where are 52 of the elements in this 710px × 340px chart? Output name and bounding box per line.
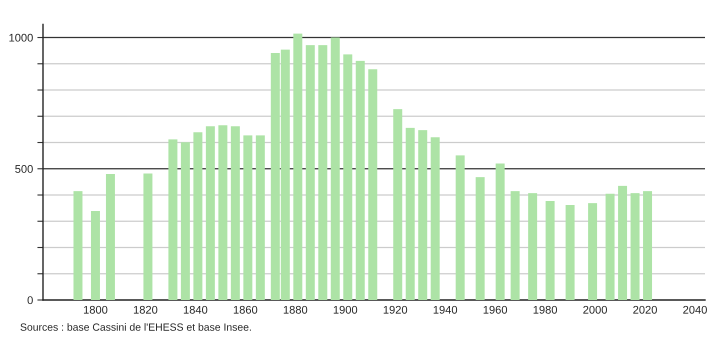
- bar: [606, 194, 615, 300]
- bar: [368, 69, 378, 300]
- bar: [510, 191, 520, 300]
- bar: [618, 186, 628, 300]
- bar: [206, 126, 215, 300]
- y-tick-label: 0: [28, 296, 33, 304]
- x-tick-label: 1960: [484, 306, 508, 314]
- bar: [643, 191, 652, 300]
- bar: [106, 174, 115, 300]
- bar: [168, 139, 178, 300]
- bar: [180, 142, 190, 300]
- bar: [90, 211, 100, 300]
- bar: [546, 201, 555, 300]
- bar: [406, 128, 415, 300]
- bar: [528, 193, 538, 300]
- bar: [430, 137, 440, 300]
- bar: [73, 191, 82, 300]
- bar: [330, 38, 340, 300]
- x-tick-label: 1980: [534, 306, 558, 314]
- x-tick-label: 1840: [184, 306, 208, 314]
- x-tick-label: 1920: [384, 306, 408, 314]
- bar: [318, 45, 328, 300]
- bar: [143, 173, 152, 300]
- bar: [630, 193, 640, 300]
- bar: [393, 109, 402, 300]
- x-tick-label: 1900: [334, 306, 358, 314]
- bar: [343, 54, 352, 300]
- bar: [566, 204, 575, 300]
- source-note: Sources : base Cassini de l'EHESS et base Insee.: [20, 323, 251, 331]
- bar: [588, 203, 598, 300]
- bar: [356, 60, 365, 300]
- bar: [218, 125, 228, 300]
- bar: [243, 135, 252, 300]
- bar: [193, 132, 202, 300]
- x-tick-label: 2020: [633, 306, 657, 314]
- bar: [293, 34, 302, 300]
- bar: [456, 155, 465, 300]
- y-tick-label: 1000: [9, 34, 33, 42]
- y-tick-label: 500: [15, 165, 33, 173]
- bar: [476, 177, 485, 300]
- x-tick-label: 1820: [134, 306, 158, 314]
- bar: [418, 130, 428, 300]
- bar: [306, 45, 315, 300]
- bar: [230, 126, 240, 300]
- x-tick-label: 2040: [683, 306, 707, 314]
- x-tick-label: 1880: [284, 306, 308, 314]
- bar: [256, 135, 265, 300]
- x-tick-label: 1860: [234, 306, 258, 314]
- x-tick-label: 1800: [84, 306, 108, 314]
- bar: [496, 164, 505, 300]
- x-tick-label: 1940: [434, 306, 458, 314]
- x-tick-label: 2000: [583, 306, 608, 314]
